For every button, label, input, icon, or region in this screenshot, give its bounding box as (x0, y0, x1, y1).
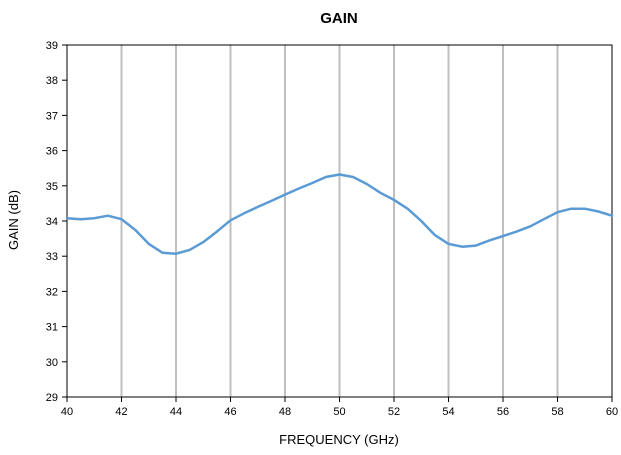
x-axis-label: FREQUENCY (GHz) (279, 432, 399, 447)
y-axis-label: GAIN (dB) (6, 190, 21, 250)
x-tick-label: 48 (279, 406, 291, 418)
y-tick-label: 34 (46, 216, 58, 228)
x-tick-label: 50 (333, 406, 345, 418)
y-tick-label: 36 (46, 146, 58, 158)
y-tick-label: 35 (46, 181, 58, 193)
x-tick-label: 42 (115, 406, 127, 418)
x-tick-label: 58 (551, 406, 563, 418)
gain-series-line (65, 173, 614, 255)
y-tick-label: 39 (46, 40, 58, 52)
y-tick-label: 33 (46, 251, 58, 263)
series-layer (65, 173, 614, 255)
y-tick-label: 30 (46, 357, 58, 369)
x-tick-label: 40 (61, 406, 73, 418)
y-tick-label: 37 (46, 110, 58, 122)
y-tick-label: 29 (46, 392, 58, 404)
y-tick-label: 32 (46, 286, 58, 298)
x-tick-label: 56 (497, 406, 509, 418)
axis-ticks: 40 42 44 46 48 50 52 54 56 58 60 29 30 31 32 33 34 35 36 37… (46, 40, 618, 418)
grid-lines (120, 45, 559, 397)
x-tick-label: 60 (606, 406, 618, 418)
x-tick-label: 54 (442, 406, 454, 418)
x-tick-label: 52 (388, 406, 400, 418)
x-tick-label: 44 (170, 406, 182, 418)
y-tick-label: 38 (46, 75, 58, 87)
x-tick-label: 46 (224, 406, 236, 418)
chart-title: GAIN (320, 10, 358, 27)
y-tick-label: 31 (46, 322, 58, 334)
